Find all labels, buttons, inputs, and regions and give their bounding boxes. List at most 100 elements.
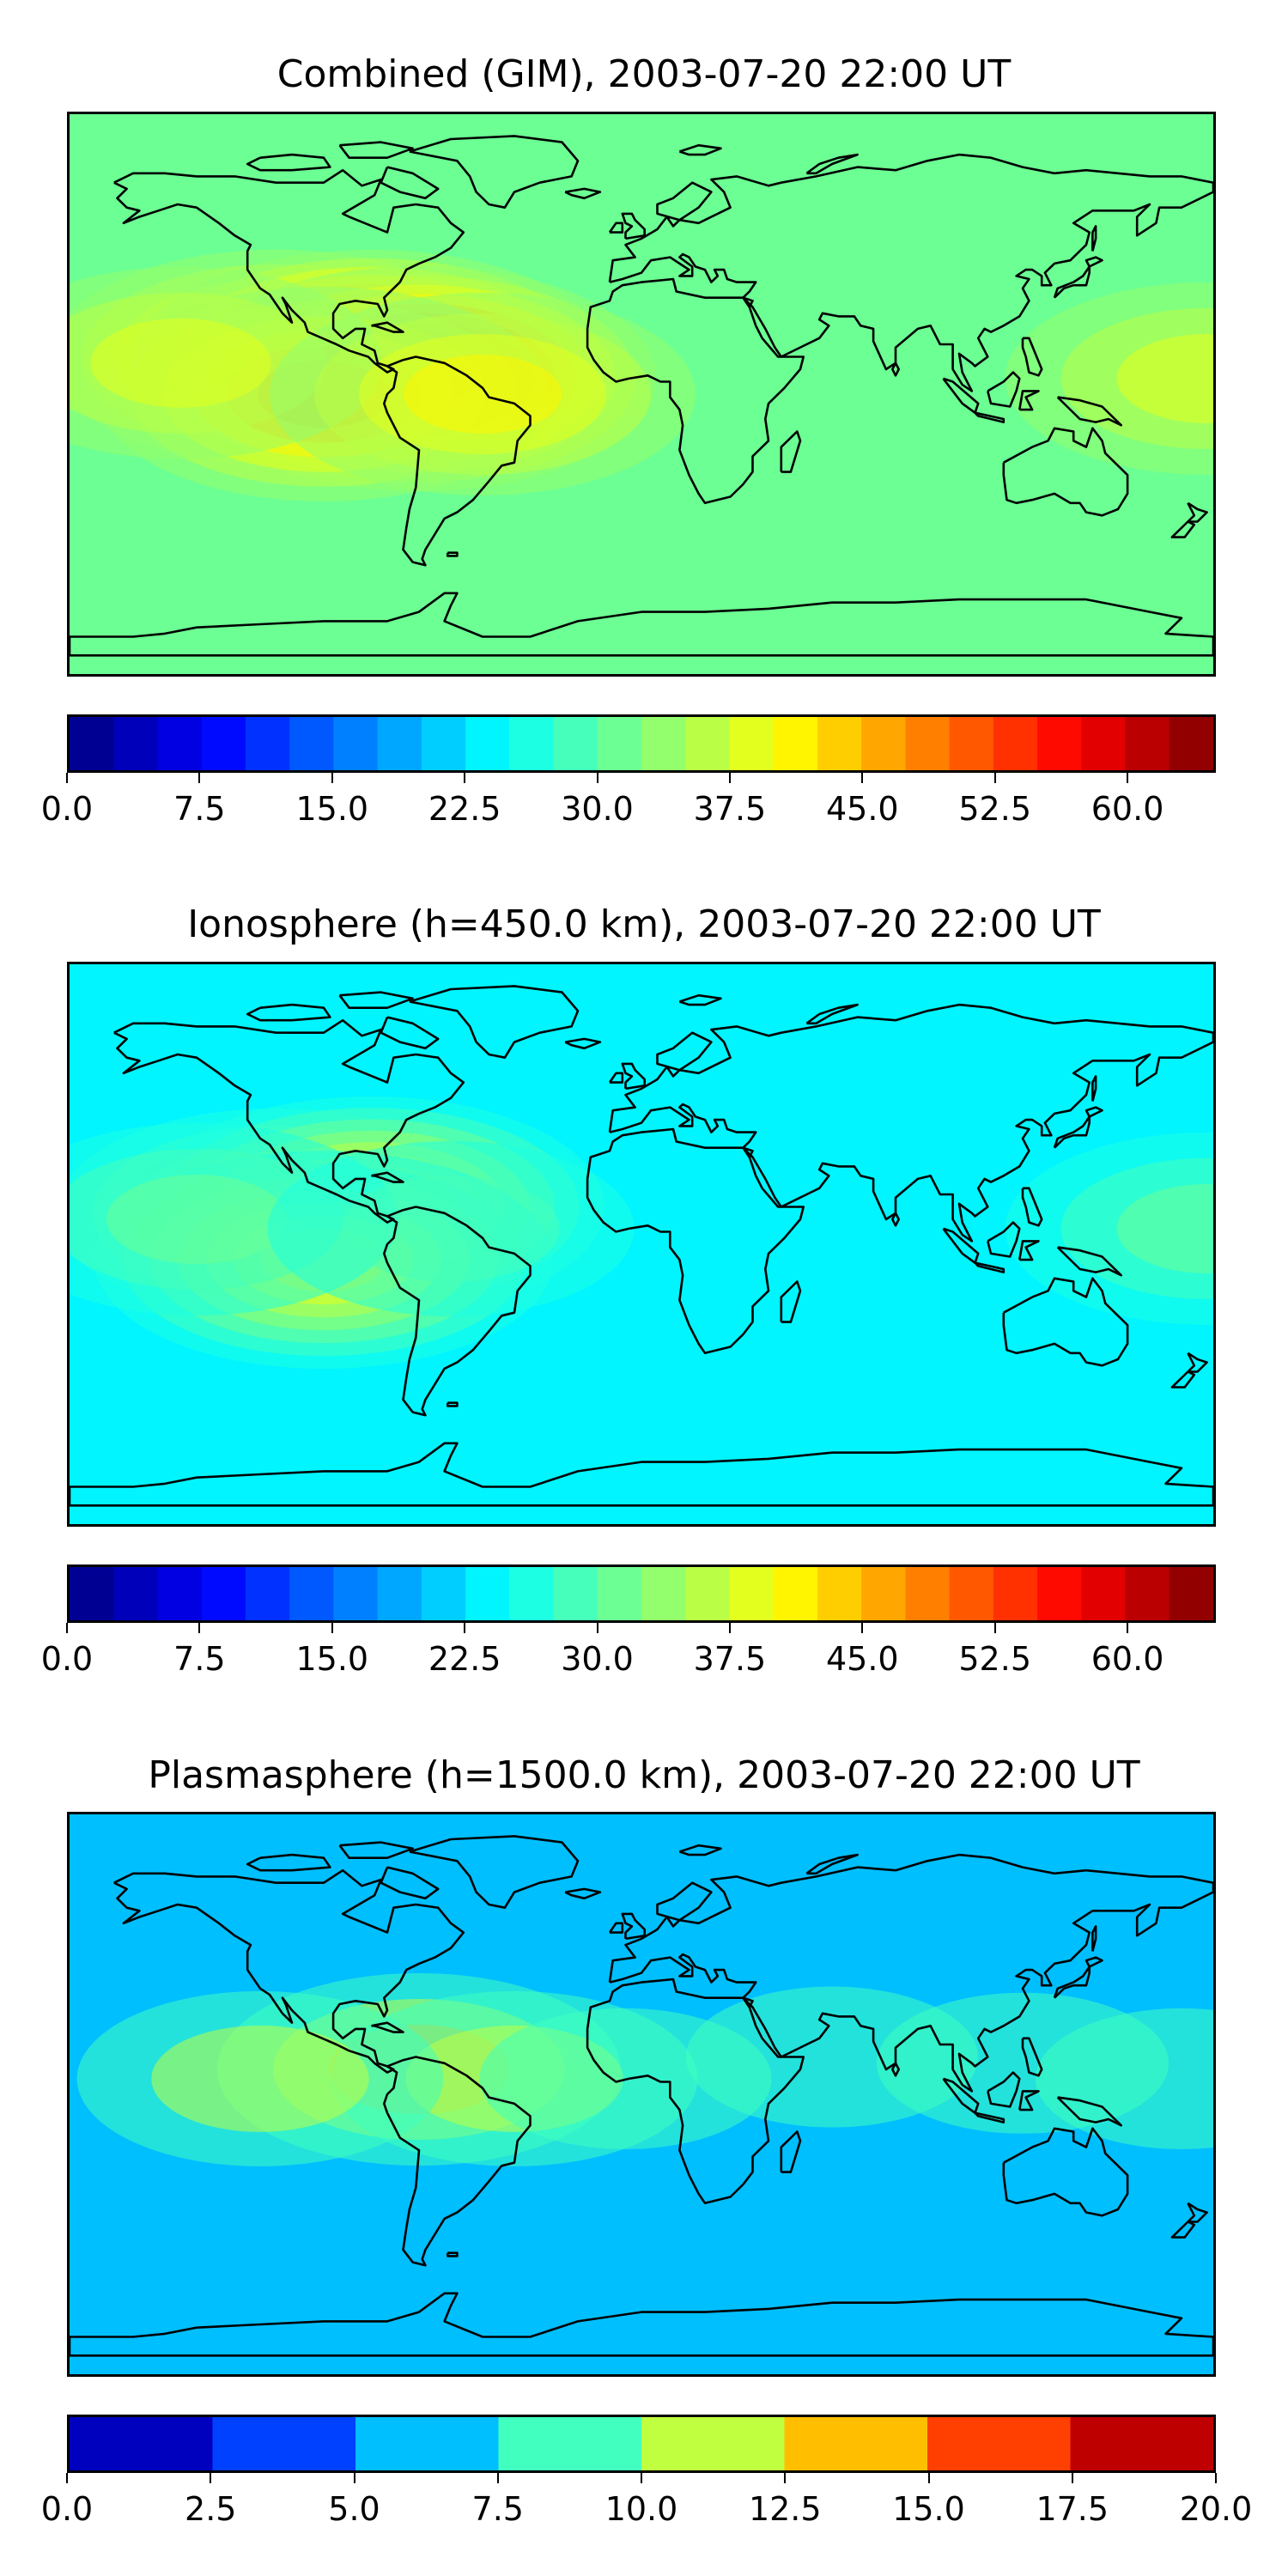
colorbar-tick-mark [464,1623,466,1633]
coastline-uk [621,1912,647,1941]
colorbar-segment [993,717,1038,770]
coastline-java [974,2111,1005,2123]
colorbar-segment [1070,2417,1213,2470]
coastline-new-zealand [1187,501,1208,523]
coastline-uk [621,1062,647,1091]
colorbar-tick-label: 45.0 [825,790,899,828]
coastline-cuba [371,321,404,333]
coastline-sulawesi [1018,1240,1040,1261]
coastline-africa [586,1127,805,1355]
colorbar-tick-label: 20.0 [1179,2490,1253,2528]
coastline-sri-lanka [890,362,901,377]
colorbar-segment [597,717,642,770]
colorbar-tick-label: 52.5 [958,790,1031,828]
colorbar-segment [641,1567,686,1620]
colorbar-tick-mark [728,1623,731,1633]
panel-title: Ionosphere (h=450.0 km), 2003-07-20 22:0… [187,902,1101,946]
colorbar-ticks: 0.0 7.5 15.0 22.5 30.0 37.5 45.0 52.5 60.0 [41,1623,1216,1678]
colorbar-segment [377,717,422,770]
coastline-sri-lanka [890,1212,901,1227]
coastline-sumatra [942,2077,980,2115]
colorbar-segment [201,717,246,770]
coastline-south-america [382,1206,532,1417]
colorbar-tick-mark [784,2473,787,2483]
colorbar-segment [553,717,598,770]
coastline-sakhalin [1091,1925,1097,1952]
colorbar-tick-mark [993,773,996,783]
colorbar-segment [289,717,334,770]
coastline-new-zealand [1187,1352,1208,1373]
coastline-baffin [380,166,440,200]
coastline-greenland [409,135,580,209]
coastline-falklands [446,551,459,557]
colorbar-tick-label: 37.5 [693,790,767,828]
colorbar-segment [333,717,379,770]
coastline-africa [586,1978,805,2205]
colorbar-tick-label: 5.0 [328,2490,380,2528]
colorbar-svg [70,2417,1213,2470]
colorbar-tick-mark [641,2473,642,2483]
colorbar-segment [498,2417,642,2470]
coastlines [70,135,1213,657]
coastline-japan [1053,256,1103,299]
coastline-antarctica [70,2292,1213,2357]
colorbar-tick-mark [66,2473,68,2483]
colorbar [67,2415,1216,2473]
field-blob [76,1990,444,2166]
coastline-svalbard [678,1844,722,1856]
colorbar-svg [70,717,1213,770]
field-blob [1005,1132,1213,1325]
colorbar-segment [1169,717,1213,770]
map-plasmasphere [67,1812,1216,2377]
coastline-sri-lanka [890,2063,901,2077]
colorbar-segment [949,1567,994,1620]
field-blob [1005,282,1213,475]
colorbar-segment [553,1567,598,1620]
colorbar-tick-mark [861,1623,864,1633]
coastline-new-zealand-s [1170,2221,1196,2239]
field-blob [1036,2008,1213,2149]
colorbar-segment [509,717,555,770]
colorbar-tick-mark [198,1623,201,1633]
coastline-svalbard [678,143,722,156]
colorbar-tick-label: 30.0 [561,790,634,828]
colorbar-tick-label: 10.0 [605,2490,678,2528]
coastline-north-america [113,168,465,374]
coastline-ireland [608,1922,624,1934]
colorbar-tick-mark [728,773,731,783]
colorbar-segment [993,1567,1038,1620]
coastline-europe-asia [608,1853,1213,2093]
colorbar-tick-label: 22.5 [428,790,501,828]
coastline-borneo [987,1221,1021,1258]
colorbar-tick-mark [331,773,333,783]
colorbar-tick-mark [210,2473,212,2483]
coastline-north-america [113,1018,465,1224]
coastline-antarctica [70,592,1213,657]
colorbar-segment [70,2417,214,2470]
colorbar-tick-label: 60.0 [1091,1640,1164,1678]
coastlines [70,1835,1213,2357]
colorbar-segment [70,1567,114,1620]
colorbar-tick-mark [596,773,598,783]
colorbar-segment [1125,1567,1170,1620]
coastline-svalbard [678,993,722,1006]
colorbar-segment [1125,717,1170,770]
colorbar-segment [1169,1567,1213,1620]
colorbar-tick-mark [353,2473,355,2483]
coastline-iceland [564,1887,602,1900]
colorbar-segment [509,1567,555,1620]
colorbar-segment [113,717,159,770]
colorbar-segment [949,717,994,770]
colorbar-segment [245,717,290,770]
colorbar-segment [729,1567,775,1620]
coastline-falklands [446,2251,459,2257]
coastline-greenland [409,1835,580,1909]
colorbar-tick-mark [331,1623,333,1633]
colorbar-segment [861,1567,906,1620]
coastline-europe-asia [608,1003,1213,1242]
coastline-borneo [987,371,1021,408]
colorbar-segment [817,1567,862,1620]
field-blob [686,1986,978,2128]
coastline-cuba [371,2021,404,2033]
coastline-sakhalin [1091,225,1097,252]
